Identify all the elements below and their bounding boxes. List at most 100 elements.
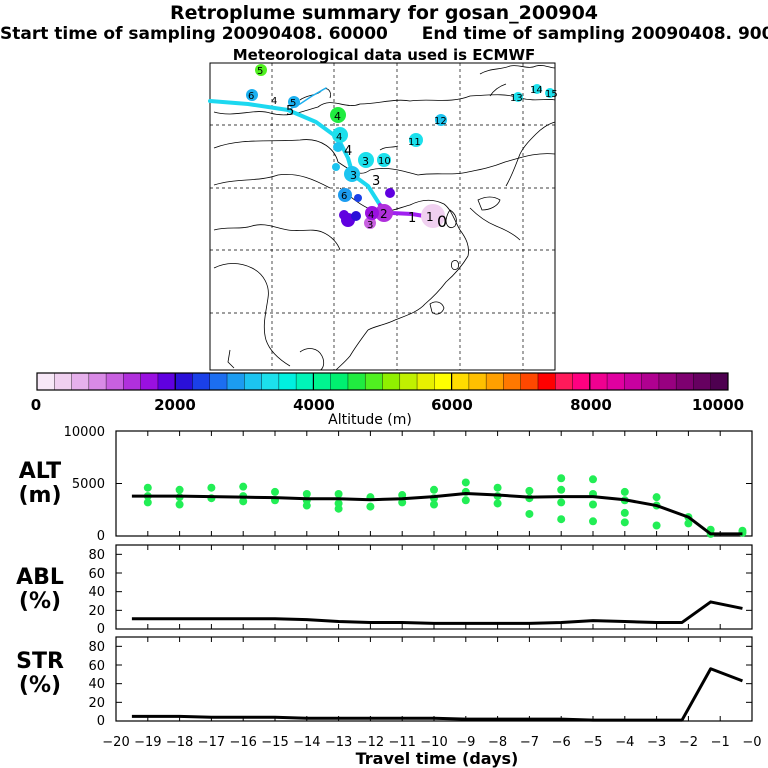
map-number: 1 xyxy=(408,211,416,226)
colorbar-swatch xyxy=(157,373,176,390)
colorbar-swatch xyxy=(347,373,366,390)
colorbar-swatch xyxy=(572,373,591,390)
colorbar-swatch xyxy=(37,373,55,390)
alt-cluster-point xyxy=(334,490,343,498)
alt-ytick: 0 xyxy=(97,529,105,544)
abl-ytick: 80 xyxy=(88,548,105,563)
colorbar-swatch xyxy=(676,373,694,390)
alt-cluster-point xyxy=(302,501,311,510)
x-tick-label: −2 xyxy=(679,735,698,750)
map-marker xyxy=(338,188,352,202)
str-ytick: 0 xyxy=(97,714,105,729)
map-number: 11 xyxy=(408,137,421,148)
alt-cluster-point xyxy=(589,517,597,526)
map-marker xyxy=(255,64,267,76)
map-number: 4 xyxy=(334,110,341,123)
colorbar-swatch xyxy=(710,373,729,390)
map-number: 10 xyxy=(378,156,391,167)
map-number: 14 xyxy=(530,85,543,96)
alt-cluster-point xyxy=(398,491,407,500)
map-number: 6 xyxy=(248,91,254,102)
alt-cluster-point xyxy=(430,485,438,494)
map-marker xyxy=(377,153,391,167)
altitude-colorbar xyxy=(36,372,729,391)
alt-cluster-point xyxy=(461,478,470,487)
map-marker xyxy=(351,211,361,221)
map-number: 12 xyxy=(434,116,447,127)
map-marker xyxy=(545,88,555,98)
map-number: 5 xyxy=(257,66,263,77)
colorbar-swatch xyxy=(589,373,608,390)
map-number: 6 xyxy=(341,191,347,202)
colorbar-label: Altitude (m) xyxy=(328,412,412,428)
colorbar-swatch xyxy=(555,373,573,390)
alt-cluster-point xyxy=(620,487,629,496)
colorbar-swatch xyxy=(607,373,625,390)
colorbar-swatch xyxy=(140,373,159,390)
colorbar-swatch xyxy=(175,373,193,390)
colorbar-swatch xyxy=(244,373,262,390)
alt-ytick: 10000 xyxy=(64,425,105,440)
colorbar-tick: 8000 xyxy=(570,396,612,414)
abl-label: ABL xyxy=(16,565,64,590)
abl-unit: (%) xyxy=(19,589,61,614)
abl-plot-frame xyxy=(115,544,753,630)
str-series-line xyxy=(131,667,743,722)
map-marker xyxy=(365,206,379,220)
abl-ytick: 40 xyxy=(88,585,105,600)
map-number: 3 xyxy=(372,174,380,189)
alt-cluster-point xyxy=(652,493,661,502)
alt-cluster-point xyxy=(684,519,693,528)
sampling-times: Start time of sampling 20090408. 60000 E… xyxy=(0,24,768,44)
x-tick-label: −15 xyxy=(261,735,288,750)
map-coastlines xyxy=(213,65,556,371)
map-number: 4 xyxy=(271,96,277,107)
map-marker xyxy=(246,89,258,101)
colorbar-swatch xyxy=(537,373,556,390)
alt-label: ALT xyxy=(19,459,61,484)
colorbar-swatch xyxy=(313,373,332,390)
colorbar-ticks: 0 2000 4000 6000 8000 10000 xyxy=(31,396,744,414)
map-marker xyxy=(358,152,374,168)
x-tick-label: −11 xyxy=(388,735,415,750)
abl-ytick: 0 xyxy=(97,622,105,637)
alt-cluster-point xyxy=(239,482,248,491)
str-plot-frame xyxy=(115,636,753,722)
map-number: 5 xyxy=(286,104,294,119)
series-lines xyxy=(131,491,743,722)
map-number: 5 xyxy=(290,98,296,109)
map-marker xyxy=(354,194,362,202)
x-tick-label: −8 xyxy=(488,735,507,750)
colorbar-tick: 2000 xyxy=(154,396,196,414)
x-tick-label: −17 xyxy=(198,735,225,750)
map-number: 4 xyxy=(368,210,374,221)
colorbar-tick: 4000 xyxy=(293,396,335,414)
x-tick-label: −12 xyxy=(357,735,384,750)
map-number: 3 xyxy=(350,169,357,182)
colorbar-swatch xyxy=(227,373,245,390)
x-tick-label: −18 xyxy=(166,735,193,750)
end-time-label: End time of sampling 20090408. 90000 xyxy=(421,24,768,44)
alt-cluster-point xyxy=(652,521,661,530)
colorbar-swatch xyxy=(88,373,107,390)
x-tick-label: −1 xyxy=(711,735,730,750)
alt-cluster-point xyxy=(557,485,566,494)
alt-cluster-point xyxy=(302,490,311,498)
str-yticks: 0 20 40 60 80 xyxy=(88,640,105,729)
alt-yticks: 0 5000 10000 xyxy=(64,425,105,544)
colorbar-swatch xyxy=(624,373,643,390)
alt-ytick: 5000 xyxy=(72,477,105,492)
colorbar-swatch xyxy=(106,373,124,390)
x-tick-label: −16 xyxy=(229,735,256,750)
alt-cluster-point xyxy=(557,498,566,507)
colorbar-swatch xyxy=(399,373,418,390)
x-tick-label: −7 xyxy=(520,735,539,750)
alt-cluster-point xyxy=(366,502,375,511)
map-marker xyxy=(332,163,340,171)
colorbar-tick: 0 xyxy=(31,396,41,414)
map-origin-label: 0 xyxy=(437,212,447,231)
x-tick-label: −0 xyxy=(742,735,761,750)
map-number: 4 xyxy=(336,132,342,143)
panel-labels: ALT (m) ABL (%) STR (%) xyxy=(16,459,64,698)
x-tick-label: −14 xyxy=(293,735,320,750)
